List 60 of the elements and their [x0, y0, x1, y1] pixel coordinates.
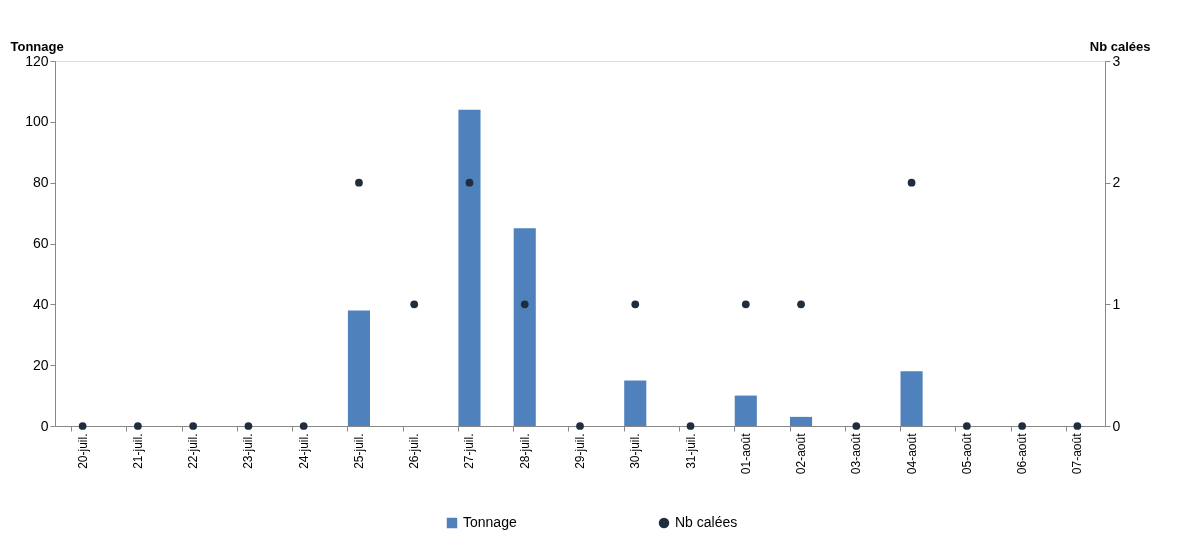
bar: [513, 228, 536, 426]
x-tick-label: 01-août: [738, 432, 753, 475]
bar: [458, 109, 481, 426]
bar: [734, 395, 757, 426]
x-tick-label: 28-juil.: [517, 433, 532, 469]
x-tick-label: 05-août: [959, 432, 974, 475]
x-tick-label: 22-juil.: [186, 433, 201, 469]
y-tick-label: 100: [25, 113, 49, 130]
point: [576, 422, 584, 430]
y-tick-label: 40: [32, 295, 49, 312]
x-tick-label: 23-juil.: [241, 433, 256, 469]
x-tick-label: 03-août: [849, 432, 864, 475]
y-tick-label: 60: [32, 235, 49, 251]
point: [1018, 422, 1026, 430]
y2-tick-label: 3: [1112, 52, 1121, 69]
x-tick-label: 20-juil.: [75, 433, 90, 469]
y-axis-title: Tonnage: [10, 38, 64, 54]
point: [631, 300, 640, 309]
bar: [624, 380, 647, 426]
point: [410, 300, 419, 309]
x-tick-label: 06-août: [1015, 432, 1030, 475]
point: [1073, 422, 1082, 430]
x-tick-label: 25-juil.: [351, 433, 366, 469]
x-tick-label: 21-juil.: [130, 433, 145, 469]
point: [520, 300, 529, 309]
point: [244, 422, 253, 430]
x-tick-label: 27-juil.: [462, 433, 477, 469]
point: [78, 422, 87, 430]
legend-label: Tonnage: [463, 514, 517, 530]
point: [852, 422, 861, 430]
point: [465, 178, 474, 187]
y2-tick-label: 2: [1112, 174, 1121, 191]
point: [189, 422, 198, 430]
y2-axis-title: Nb calées: [1089, 38, 1151, 54]
y-tick-label: 120: [25, 52, 49, 69]
legend-label: Nb calées: [675, 514, 738, 530]
point: [355, 178, 363, 187]
y2-tick-label: 1: [1112, 295, 1121, 312]
point: [741, 300, 750, 309]
x-tick-label: 26-juil.: [407, 433, 422, 469]
point: [797, 300, 805, 309]
y-tick-label: 20: [32, 356, 49, 373]
x-tick-label: 02-août: [794, 432, 809, 475]
x-tick-label: 31-juil.: [683, 433, 698, 469]
point: [686, 422, 695, 430]
point: [907, 178, 916, 187]
x-tick-label: 24-juil.: [296, 433, 311, 469]
point: [962, 422, 971, 430]
y2-tick-label: 0: [1112, 417, 1121, 434]
x-tick-label: 29-juil.: [573, 433, 587, 469]
point: [134, 422, 142, 430]
bar: [790, 416, 813, 426]
bar: [900, 371, 923, 426]
bar: [347, 310, 370, 426]
x-tick-label: 04-août: [904, 432, 919, 475]
y-tick-label: 80: [32, 174, 49, 191]
point: [299, 422, 308, 430]
y-tick-label: 0: [40, 417, 49, 434]
x-tick-label: 07-août: [1070, 432, 1085, 475]
x-tick-label: 30-juil.: [628, 433, 643, 469]
